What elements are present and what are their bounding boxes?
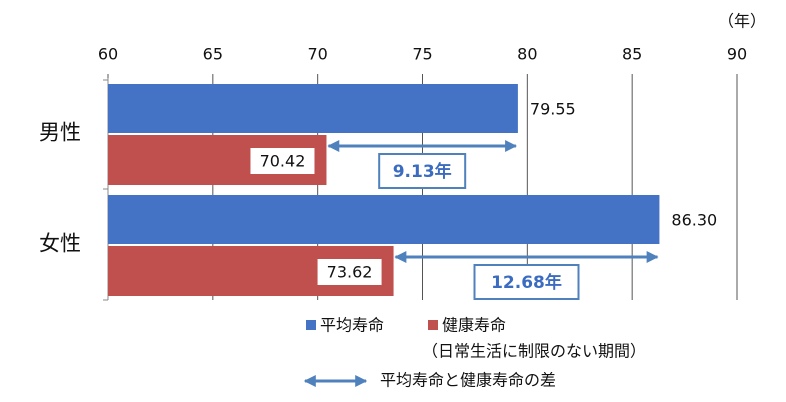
x-tick-label: 65 <box>203 45 223 64</box>
value-label-box <box>317 259 382 285</box>
legend-swatch <box>428 320 438 330</box>
difference-box <box>473 264 580 300</box>
x-unit: （年） <box>718 12 766 31</box>
value-label-box <box>250 148 315 174</box>
x-tick-label: 80 <box>517 45 537 64</box>
value-label: 79.55 <box>530 100 576 119</box>
legend-swatch <box>306 320 316 330</box>
difference-label: 9.13年 <box>393 161 452 182</box>
x-tick-label: 75 <box>412 45 432 64</box>
x-tick-label: 90 <box>727 45 747 64</box>
x-tick-label: 60 <box>98 45 118 64</box>
bar <box>108 84 518 133</box>
difference-label: 12.68年 <box>491 272 562 293</box>
value-label: 86.30 <box>671 211 717 230</box>
value-label: 70.42 <box>260 152 306 171</box>
x-tick-label: 70 <box>307 45 327 64</box>
value-label: 73.62 <box>327 263 373 282</box>
legend-label: 平均寿命と健康寿命の差 <box>380 371 556 390</box>
bar <box>108 195 660 244</box>
legend-note: （日常生活に制限のない期間） <box>422 342 646 361</box>
difference-box <box>378 153 467 189</box>
legend-label: 平均寿命 <box>320 316 384 335</box>
x-tick-label: 85 <box>622 45 642 64</box>
legend-label: 健康寿命 <box>442 316 506 335</box>
y-tick-label: 女性 <box>39 232 81 256</box>
y-tick-label: 男性 <box>39 121 81 145</box>
